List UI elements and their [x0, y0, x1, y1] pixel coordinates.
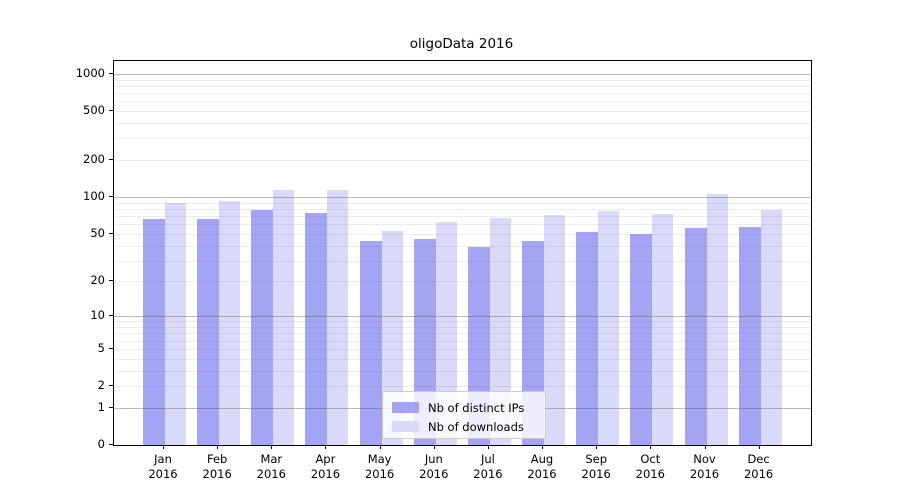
x-tick-label-may: May 2016 [364, 452, 395, 481]
x-tick-label-feb: Feb 2016 [202, 452, 232, 481]
bar-downloads-oct [652, 213, 674, 445]
x-tick-label-jan: Jan 2016 [148, 452, 178, 481]
bar-downloads-aug [544, 215, 566, 445]
y-tick-1 [109, 406, 113, 408]
bar-downloads-sep [598, 210, 620, 445]
x-tick-label-jul: Jul 2016 [473, 452, 503, 481]
bar-downloads-feb [219, 200, 241, 445]
y-tick-10 [109, 315, 113, 317]
x-tick-label-aug: Aug 2016 [527, 452, 557, 481]
y-tick-500 [109, 110, 113, 111]
x-tick-label-oct: Oct 2016 [635, 452, 665, 481]
bar-distinct-ips-dec [738, 226, 761, 445]
legend-item-downloads: Nb of downloads [392, 417, 536, 436]
bar-distinct-ips-jan [143, 219, 165, 445]
y-tick-20 [109, 280, 113, 282]
bar-distinct-ips-apr [305, 213, 328, 445]
legend-item-distinct-ips: Nb of distinct IPs [392, 398, 536, 417]
x-tick-feb [217, 445, 219, 449]
y-tick-100 [109, 196, 113, 198]
y-tick-label-100: 100 [83, 189, 105, 204]
legend: Nb of distinct IPs Nb of downloads [382, 391, 546, 439]
x-tick-label-sep: Sep 2016 [581, 452, 611, 481]
y-tick-label-5: 5 [97, 340, 105, 355]
x-tick-label-mar: Mar 2016 [256, 452, 286, 481]
x-tick-oct [650, 445, 652, 449]
bar-distinct-ips-nov [684, 227, 707, 445]
bar-downloads-apr [327, 190, 349, 445]
bar-distinct-ips-sep [576, 231, 599, 445]
legend-swatch-distinct-ips [392, 402, 419, 413]
y-tick-label-200: 200 [83, 152, 105, 167]
x-tick-sep [596, 445, 598, 449]
y-tick-1000 [109, 72, 113, 74]
y-tick-5 [109, 347, 113, 349]
y-tick-label-2: 2 [97, 378, 105, 392]
legend-swatch-downloads [392, 421, 419, 432]
x-tick-label-jun: Jun 2016 [419, 452, 449, 481]
x-tick-label-nov: Nov 2016 [689, 452, 720, 481]
bar-downloads-jan [165, 202, 186, 445]
legend-label-downloads: Nb of downloads [428, 419, 524, 434]
y-tick-label-1000: 1000 [75, 65, 105, 80]
bar-downloads-mar [273, 189, 295, 445]
y-tick-2 [109, 385, 113, 386]
plot-area: Nb of distinct IPs Nb of downloads [113, 60, 812, 446]
bar-distinct-ips-feb [197, 219, 220, 445]
x-tick-apr [325, 445, 327, 449]
x-tick-aug [542, 445, 543, 449]
y-tick-label-50: 50 [90, 225, 105, 240]
y-tick-label-500: 500 [83, 103, 105, 117]
bar-downloads-jun [435, 221, 457, 445]
x-tick-jan [163, 445, 164, 449]
legend-label-distinct-ips: Nb of distinct IPs [428, 400, 525, 415]
x-tick-jun [433, 445, 435, 449]
x-tick-may [379, 445, 381, 449]
x-tick-jul [487, 445, 489, 449]
bar-distinct-ips-may [359, 240, 382, 445]
x-tick-nov [704, 445, 706, 449]
bar-downloads-dec [760, 209, 782, 445]
y-tick-label-20: 20 [90, 273, 105, 288]
x-tick-label-apr: Apr 2016 [310, 452, 341, 481]
x-tick-mar [271, 445, 273, 449]
y-tick-0 [109, 444, 113, 445]
bar-downloads-nov [706, 193, 728, 445]
x-tick-label-dec: Dec 2016 [743, 452, 774, 481]
y-tick-50 [109, 232, 113, 234]
x-tick-dec [758, 445, 760, 449]
y-tick-label-0: 0 [97, 437, 105, 451]
y-tick-label-1: 1 [97, 399, 105, 414]
bar-distinct-ips-oct [630, 233, 653, 445]
bar-downloads-jul [489, 217, 511, 445]
bars-layer [114, 61, 811, 445]
y-tick-200 [109, 159, 113, 161]
y-tick-label-10: 10 [90, 308, 105, 323]
bar-distinct-ips-mar [251, 210, 274, 445]
chart-title: oligoData 2016 [409, 36, 514, 52]
